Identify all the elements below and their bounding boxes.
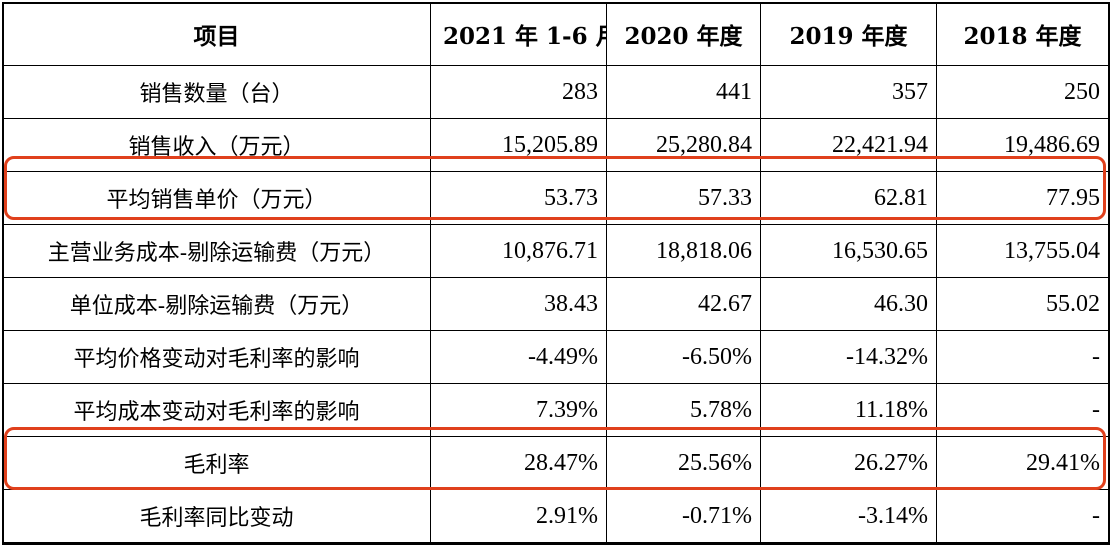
cell-value: 5.78%	[606, 383, 761, 437]
cell-value: -4.49%	[430, 330, 607, 384]
cell-value: -	[936, 330, 1109, 384]
cell-value: 250	[936, 65, 1109, 119]
cell-value: -0.71%	[606, 489, 761, 543]
cell-value: 62.81	[760, 171, 937, 225]
cell-value: 7.39%	[430, 383, 607, 437]
row-label: 平均价格变动对毛利率的影响	[2, 330, 431, 384]
cell-value: 19,486.69	[936, 118, 1109, 172]
cell-value: -3.14%	[760, 489, 937, 543]
cell-value: 46.30	[760, 277, 937, 331]
header-2021h1: 2021 年 1-6 月	[430, 2, 607, 66]
cell-value: -	[936, 383, 1109, 437]
cell-value: 15,205.89	[430, 118, 607, 172]
cell-value: 2.91%	[430, 489, 607, 543]
cell-value: 25,280.84	[606, 118, 761, 172]
table-row: 主营业务成本-剔除运输费（万元） 10,876.71 18,818.06 16,…	[2, 224, 1109, 278]
table-row: 毛利率同比变动 2.91% -0.71% -3.14% -	[2, 489, 1109, 543]
row-label: 销售收入（万元）	[2, 118, 431, 172]
cell-value: 38.43	[430, 277, 607, 331]
cell-value: 53.73	[430, 171, 607, 225]
table-row: 销售数量（台） 283 441 357 250	[2, 65, 1109, 119]
cell-value: 42.67	[606, 277, 761, 331]
cell-value: 357	[760, 65, 937, 119]
table-row: 销售收入（万元） 15,205.89 25,280.84 22,421.94 1…	[2, 118, 1109, 172]
row-label: 平均销售单价（万元）	[2, 171, 431, 225]
cell-value: 28.47%	[430, 436, 607, 490]
cell-value: 283	[430, 65, 607, 119]
row-label: 销售数量（台）	[2, 65, 431, 119]
cell-value: 22,421.94	[760, 118, 937, 172]
cell-value: 13,755.04	[936, 224, 1109, 278]
cell-value: 29.41%	[936, 436, 1109, 490]
header-item: 项目	[2, 2, 431, 66]
header-row: 项目 2021 年 1-6 月 2020 年度 2019 年度 2018 年度	[2, 2, 1109, 66]
row-label: 平均成本变动对毛利率的影响	[2, 383, 431, 437]
row-label: 毛利率同比变动	[2, 489, 431, 543]
header-2019: 2019 年度	[760, 2, 937, 66]
cell-value: -6.50%	[606, 330, 761, 384]
table-row: 单位成本-剔除运输费（万元） 38.43 42.67 46.30 55.02	[2, 277, 1109, 331]
table-row: 平均销售单价（万元） 53.73 57.33 62.81 77.95	[2, 171, 1109, 225]
row-label: 单位成本-剔除运输费（万元）	[2, 277, 431, 331]
header-2018: 2018 年度	[936, 2, 1109, 66]
row-label: 毛利率	[2, 436, 431, 490]
table-row: 平均成本变动对毛利率的影响 7.39% 5.78% 11.18% -	[2, 383, 1109, 437]
cell-value: 18,818.06	[606, 224, 761, 278]
cell-value: 55.02	[936, 277, 1109, 331]
cell-value: 25.56%	[606, 436, 761, 490]
header-2020: 2020 年度	[606, 2, 761, 66]
table-row: 毛利率 28.47% 25.56% 26.27% 29.41%	[2, 436, 1109, 490]
cell-value: 441	[606, 65, 761, 119]
cell-value: -14.32%	[760, 330, 937, 384]
cell-value: 11.18%	[760, 383, 937, 437]
row-label: 主营业务成本-剔除运输费（万元）	[2, 224, 431, 278]
cell-value: -	[936, 489, 1109, 543]
cell-value: 10,876.71	[430, 224, 607, 278]
table-row: 平均价格变动对毛利率的影响 -4.49% -6.50% -14.32% -	[2, 330, 1109, 384]
cell-value: 26.27%	[760, 436, 937, 490]
cell-value: 77.95	[936, 171, 1109, 225]
cell-value: 57.33	[606, 171, 761, 225]
cell-value: 16,530.65	[760, 224, 937, 278]
